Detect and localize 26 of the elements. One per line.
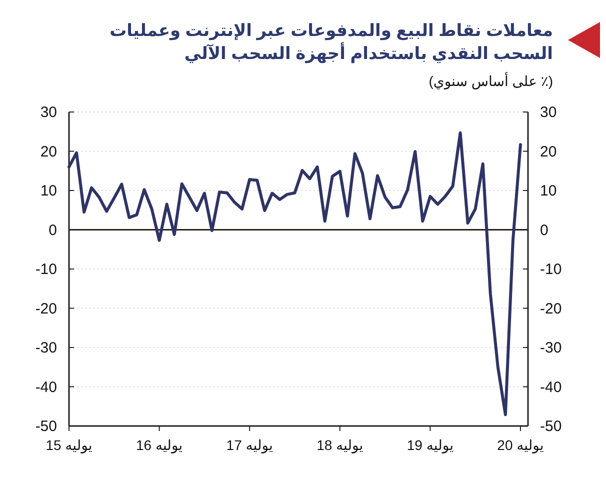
x-tick-label: يوليه 19: [406, 437, 454, 454]
y2-tick-label: 10: [540, 182, 557, 200]
y2-tick-label: -10: [540, 261, 562, 278]
y-tick-label: -50: [35, 418, 57, 435]
y-tick-label: 20: [40, 143, 57, 160]
x-tick-label: يوليه 17: [226, 437, 273, 454]
chart-title: معاملات نقاط البيع والمدفوعات عبر الإنترنت وعمليات السحب النقدي باستخدام أجهزة السحب الآلي: [110, 21, 553, 64]
y2-tick-label: -20: [540, 300, 562, 318]
y2-tick-label: -30: [540, 340, 562, 356]
y2-tick-label: 20: [540, 143, 557, 160]
y-tick-label: -40: [35, 378, 57, 396]
y-tick-label: -20: [35, 300, 57, 318]
x-tick-label: يوليه 15: [46, 437, 92, 454]
y-tick-label: -30: [35, 340, 57, 356]
x-tick-label: يوليه 16: [136, 437, 183, 454]
y-tick-label: -10: [35, 261, 57, 278]
chart-subtitle: (٪ على أساس سنوي): [428, 72, 553, 90]
x-tick-label: يوليه 20: [497, 437, 544, 454]
y2-tick-label: 0: [540, 222, 548, 239]
y-tick-label: 0: [48, 222, 57, 239]
x-tick-label: يوليه 18: [316, 437, 364, 454]
y-tick-label: 10: [40, 182, 57, 200]
y2-tick-label: 30: [540, 104, 557, 121]
y-tick-label: 30: [40, 104, 57, 121]
y2-tick-label: -40: [540, 378, 562, 396]
y2-tick-label: -50: [540, 418, 562, 435]
